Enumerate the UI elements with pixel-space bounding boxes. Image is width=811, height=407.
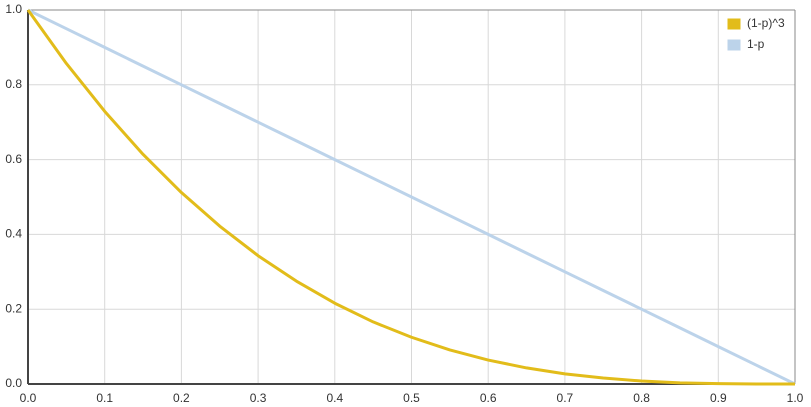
y-tick-label: 0.4	[5, 227, 22, 241]
series-line	[26, 9, 795, 386]
x-tick-label: 0.5	[403, 391, 420, 405]
x-tick-label: 0.6	[480, 391, 497, 405]
series-line	[27, 8, 796, 386]
x-tick-label: 0.3	[250, 391, 267, 405]
x-tick-label: 0.9	[710, 391, 727, 405]
legend-label: 1-p	[747, 37, 765, 51]
x-tick-label: 0.7	[557, 391, 574, 405]
y-tick-label: 1.0	[5, 2, 22, 16]
x-tick-label: 1.0	[787, 391, 804, 405]
legend-label: (1-p)^3	[747, 16, 785, 30]
y-tick-label: 0.6	[5, 152, 22, 166]
y-tick-label: 0.0	[5, 376, 22, 390]
x-tick-label: 0.4	[326, 391, 343, 405]
y-tick-label: 0.8	[5, 77, 22, 91]
x-tick-label: 0.8	[633, 391, 650, 405]
y-tick-label: 0.2	[5, 301, 22, 315]
legend-swatch	[726, 17, 742, 31]
x-tick-label: 0.1	[96, 391, 113, 405]
x-tick-label: 0.0	[20, 391, 37, 405]
x-tick-label: 0.2	[173, 391, 190, 405]
legend-swatch	[726, 38, 742, 52]
